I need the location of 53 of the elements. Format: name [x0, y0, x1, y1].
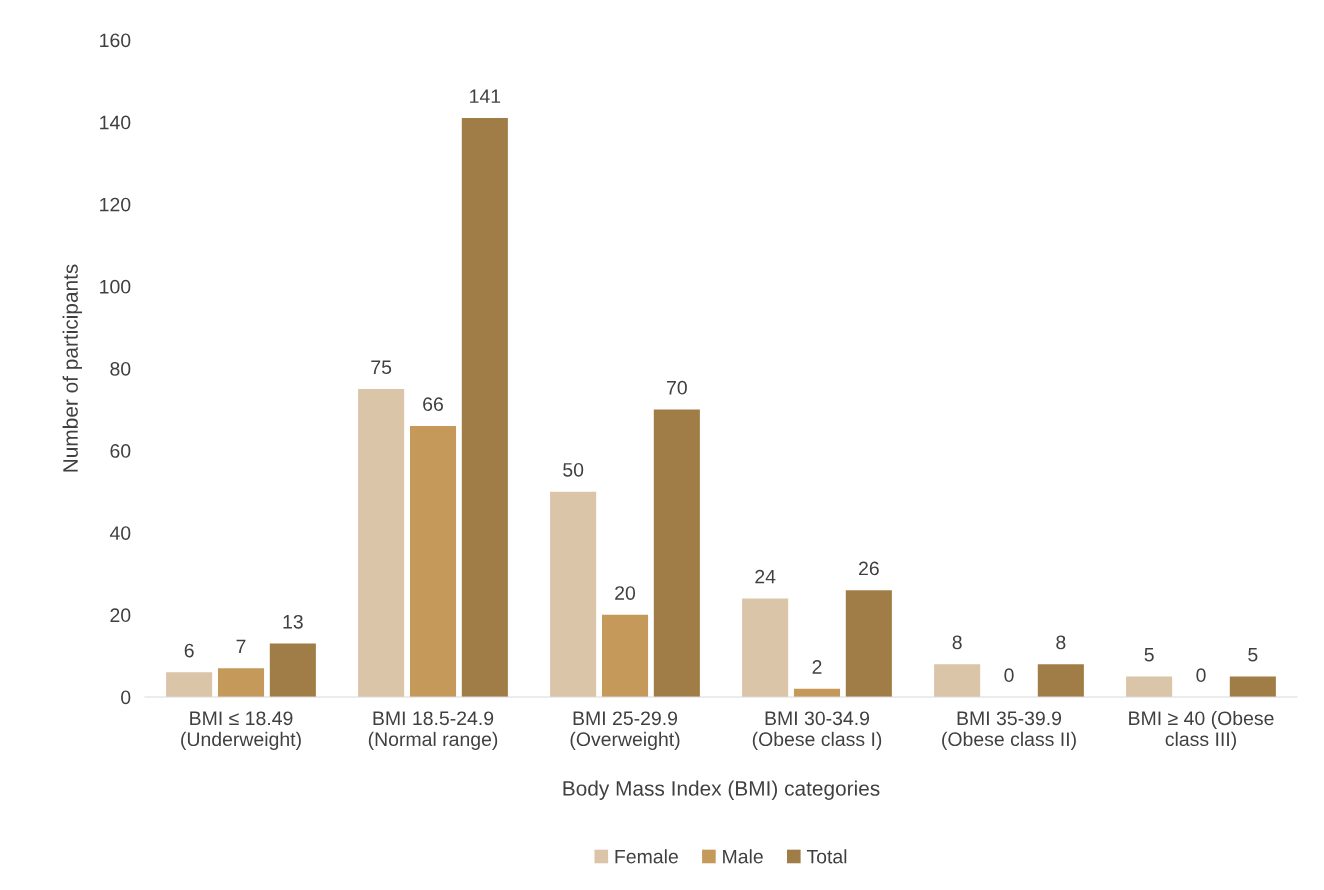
bar: [217, 668, 265, 697]
bar: [742, 598, 789, 697]
data-label: 8: [952, 635, 962, 650]
x-tick-label: BMI 18.5-24.9 (Normal range): [368, 711, 498, 750]
data-label: 0: [1004, 668, 1014, 683]
bar: [845, 590, 892, 697]
x-tick-label: BMI 25-29.9 (Overweight): [570, 711, 680, 750]
y-tick-label: 20: [110, 608, 131, 623]
y-tick-label: 80: [110, 361, 131, 376]
y-tick-label: 60: [110, 444, 131, 458]
data-label: 70: [667, 380, 687, 395]
bar: [550, 491, 597, 697]
data-label: 5: [1144, 647, 1154, 662]
x-axis-title: Body Mass Index (BMI) categories: [563, 780, 880, 800]
data-label: 5: [1248, 647, 1258, 662]
y-tick-label: 0: [121, 690, 131, 705]
data-label: 141: [470, 89, 501, 103]
y-tick-label: 100: [100, 279, 131, 294]
data-label: 75: [371, 360, 392, 375]
bar: [1229, 676, 1276, 697]
x-tick-label: BMI 35-39.9 (Obese class II): [942, 711, 1076, 750]
data-label: 26: [859, 561, 879, 576]
bar: [653, 409, 700, 697]
x-tick-label: BMI 30-34.9 (Obese class I): [752, 711, 882, 750]
bar: [269, 643, 316, 697]
bar: [358, 389, 405, 697]
data-label: 24: [755, 569, 776, 584]
data-label: 0: [1196, 668, 1206, 683]
data-label: 66: [423, 397, 443, 412]
y-tick-label: 40: [109, 526, 131, 540]
y-tick-label: 140: [100, 115, 131, 130]
bar: [934, 664, 981, 697]
bar: [1126, 676, 1173, 697]
data-label: 8: [1056, 635, 1066, 650]
data-label: 20: [615, 586, 636, 600]
legend-label: Total: [806, 849, 847, 864]
legend-label: Male: [723, 849, 763, 864]
data-label: 50: [563, 462, 584, 477]
x-tick-label: BMI ≤ 18.49 (Underweight): [181, 711, 301, 750]
bar: [461, 118, 508, 697]
bar: [601, 614, 649, 697]
bar: [166, 672, 213, 697]
x-tick-label: BMI ≥ 40 (Obese class III): [1129, 710, 1274, 750]
y-axis-title: Number of participants: [62, 264, 83, 472]
data-label: 2: [812, 660, 822, 674]
data-label: 7: [236, 639, 246, 654]
y-tick-label: 160: [100, 33, 131, 48]
data-label: 6: [184, 643, 194, 658]
y-tick-label: 120: [100, 197, 131, 212]
data-label: 13: [283, 614, 303, 629]
legend-label: Female: [615, 849, 678, 864]
bar: [1037, 664, 1084, 697]
bar: [409, 425, 457, 697]
